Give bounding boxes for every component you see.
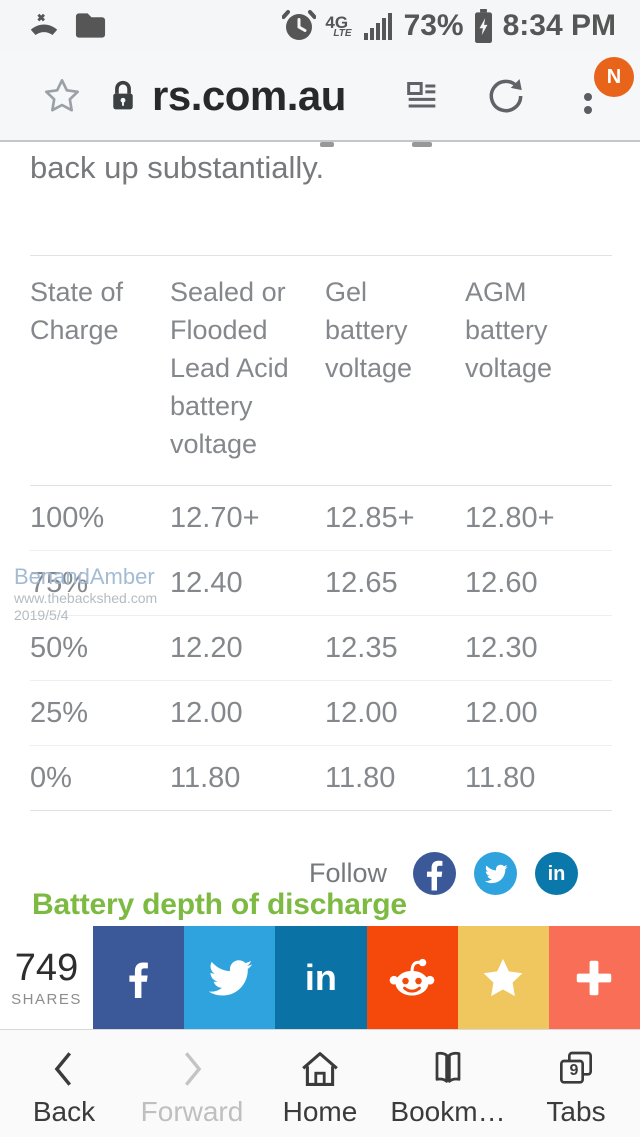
table-row: 50% 12.20 12.35 12.30 (30, 615, 612, 681)
bookmarks-book-icon (426, 1043, 470, 1089)
nav-home-button[interactable]: Home (256, 1030, 384, 1137)
network-type-indicator: 4G LTE (325, 12, 352, 39)
tabs-icon: 9 (556, 1043, 596, 1089)
paragraph-text: back up substantially. (30, 150, 325, 185)
section-heading[interactable]: Battery depth of discharge (32, 888, 407, 921)
nav-bookmarks-button[interactable]: Bookm… (384, 1030, 512, 1137)
facebook-icon (128, 962, 148, 998)
url-text[interactable]: rs.com.au (152, 72, 346, 119)
star-icon (483, 958, 523, 996)
refresh-icon[interactable] (484, 74, 528, 118)
home-icon (299, 1043, 341, 1089)
favorite-share-button[interactable] (457, 926, 549, 1029)
table-row: 75% 12.40 12.65 12.60 (30, 550, 612, 616)
browser-bottom-nav: Back Forward Home (0, 1029, 640, 1137)
twitter-follow-icon[interactable] (474, 852, 517, 895)
share-bar: 749 SHARES in (0, 926, 640, 1029)
table-row: 100% 12.70+ 12.85+ 12.80+ (30, 501, 555, 534)
linkedin-icon: in (304, 956, 337, 998)
share-counter: 749 SHARES (0, 926, 93, 1029)
account-badge: N (594, 57, 634, 97)
twitter-icon (208, 959, 252, 996)
nav-back-button[interactable]: Back (0, 1030, 128, 1137)
reddit-icon (389, 958, 435, 996)
more-share-button[interactable] (548, 926, 640, 1029)
table-row: 25% 12.00 12.00 12.00 (30, 680, 612, 746)
web-page-content: back up substantially. State of Charge S… (0, 142, 640, 926)
linkedin-share-button[interactable]: in (275, 926, 367, 1029)
battery-percent: 73% (403, 9, 464, 42)
table-row: 0% 11.80 11.80 11.80 (30, 745, 612, 811)
alarm-clock-icon (282, 9, 317, 43)
follow-label: Follow (308, 858, 387, 888)
signal-bars-icon (363, 11, 395, 41)
folder-icon (74, 11, 107, 41)
battery-charging-icon (473, 9, 494, 43)
clipped-text-fragment (412, 142, 432, 147)
reader-mode-icon[interactable] (402, 76, 442, 116)
facebook-share-button[interactable] (93, 926, 185, 1029)
clock-time: 8:34 PM (502, 9, 616, 42)
tab-count-badge: 9 (569, 1061, 579, 1079)
browser-address-bar: rs.com.au N (0, 52, 640, 142)
share-count: 749 (14, 946, 79, 989)
back-chevron-icon (49, 1043, 79, 1089)
column-header: Sealed or Flooded Lead Acid battery volt… (170, 255, 325, 486)
missed-call-icon (28, 10, 60, 42)
follow-section: Follow in (309, 852, 578, 895)
status-bar: 4G LTE 73% 8:34 PM (0, 0, 640, 52)
nav-tabs-button[interactable]: 9 Tabs (512, 1030, 640, 1137)
column-header: Gel battery voltage (325, 255, 465, 486)
forward-chevron-icon (177, 1043, 207, 1089)
share-count-label: SHARES (11, 990, 82, 1008)
plus-icon (577, 960, 612, 995)
clipped-text-fragment (320, 142, 334, 147)
column-header: AGM battery voltage (465, 255, 612, 486)
linkedin-glyph: in (547, 862, 566, 885)
linkedin-follow-icon[interactable]: in (535, 852, 578, 895)
overflow-menu-icon[interactable]: N (562, 51, 640, 141)
column-header: State of Charge (30, 255, 170, 486)
reddit-share-button[interactable] (366, 926, 458, 1029)
nav-forward-button[interactable]: Forward (128, 1030, 256, 1137)
twitter-share-button[interactable] (184, 926, 276, 1029)
bookmark-star-icon[interactable] (42, 76, 82, 116)
table-header-row: State of Charge Sealed or Flooded Lead A… (30, 255, 612, 486)
battery-voltage-table: State of Charge Sealed or Flooded Lead A… (30, 255, 612, 811)
secure-lock-icon[interactable] (108, 79, 138, 113)
facebook-follow-icon[interactable] (413, 852, 456, 895)
